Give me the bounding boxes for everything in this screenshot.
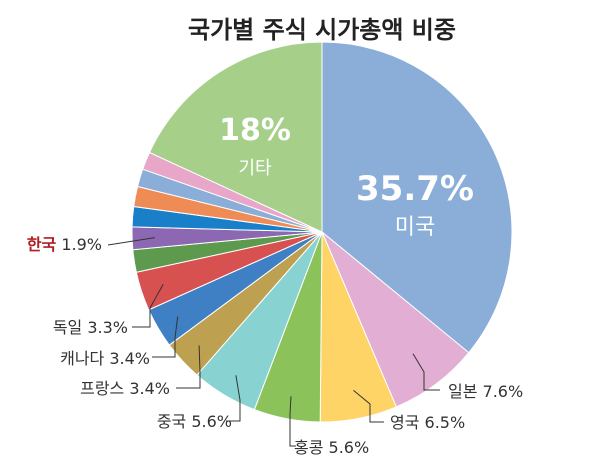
slice-label-value: 6.5% <box>419 413 465 432</box>
leader-line-영국 <box>353 390 384 423</box>
slice-label-value: 7.6% <box>477 382 523 401</box>
leader-line-중국 <box>226 375 241 422</box>
slice-label-name: 홍콩 <box>294 438 323 457</box>
chart-title: 국가별 주식 시가총액 비중 <box>188 16 456 44</box>
leader-line-홍콩 <box>289 396 296 447</box>
slice-label-value: 5.6% <box>323 438 369 457</box>
slice-label-독일: 독일 3.3% <box>53 318 128 337</box>
slice-label-value: 3.3% <box>82 318 128 337</box>
slice-label-name: 한국 <box>27 235 57 254</box>
pie-slice-기타 <box>148 41 323 233</box>
slice-label-영국: 영국 6.5% <box>390 413 465 432</box>
slice-label-name: 독일 <box>53 318 82 337</box>
slice-label-name: 일본 <box>448 382 477 401</box>
leader-line-캐나다 <box>152 316 179 358</box>
leader-line-한국 <box>107 237 155 246</box>
leader-line-독일 <box>132 284 164 328</box>
slice-label-홍콩: 홍콩 5.6% <box>294 438 369 457</box>
leader-line-일본 <box>412 353 440 391</box>
slice-label-중국: 중국 5.6% <box>157 412 232 431</box>
slice-label-value: 1.9% <box>56 235 102 254</box>
slice-label-name: 중국 <box>157 412 186 431</box>
slice-label-name: 영국 <box>390 413 419 432</box>
slice-value-label: 35.7% <box>356 169 474 209</box>
slice-label-value: 3.4% <box>104 349 150 368</box>
slice-label-일본: 일본 7.6% <box>448 382 523 401</box>
slice-label-프랑스: 프랑스 3.4% <box>80 379 170 398</box>
slice-label-value: 3.4% <box>124 379 170 398</box>
slice-label-name: 캐나다 <box>60 349 104 368</box>
leader-lines <box>107 237 440 447</box>
pie-slice-미국 <box>321 41 513 354</box>
slice-label-한국: 한국 1.9% <box>27 235 102 254</box>
slice-name-label: 기타 <box>238 158 272 179</box>
leader-line-프랑스 <box>176 345 201 389</box>
slice-value-label: 18% <box>219 113 291 148</box>
pie-slices <box>131 41 513 423</box>
slice-label-캐나다: 캐나다 3.4% <box>60 349 150 368</box>
slice-name-label: 미국 <box>395 215 435 240</box>
slice-label-value: 5.6% <box>186 412 232 431</box>
slice-label-name: 프랑스 <box>80 379 124 398</box>
